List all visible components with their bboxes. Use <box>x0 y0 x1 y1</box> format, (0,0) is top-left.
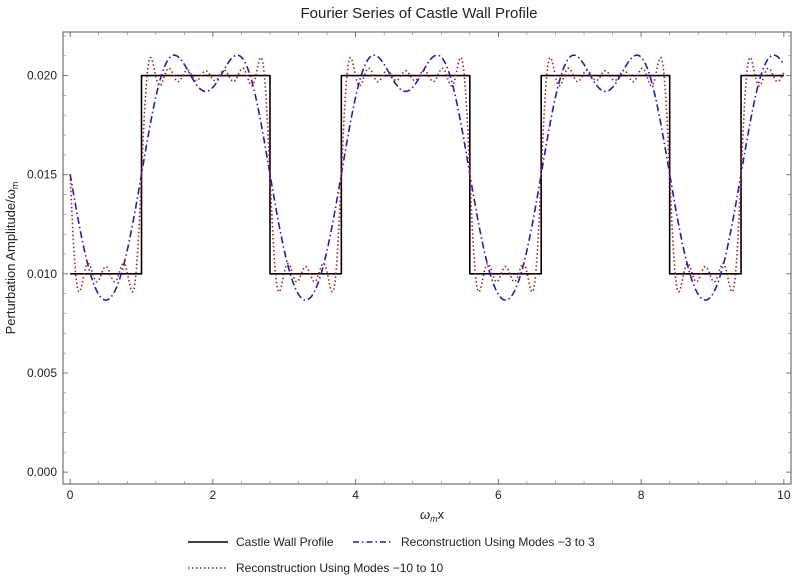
x-tick-label: 8 <box>638 488 645 502</box>
x-tick-label: 4 <box>352 488 359 502</box>
legend: Castle Wall Profile Reconstruction Using… <box>188 535 595 575</box>
legend-item-wall: Castle Wall Profile <box>188 535 334 549</box>
y-tick-label: 0.000 <box>27 465 57 479</box>
x-tick-label: 6 <box>495 488 502 502</box>
axis-ticks <box>63 32 791 484</box>
tick-labels: 0 2 4 6 8 10 0.000 0.005 0.010 0.015 0.020 <box>27 69 791 502</box>
plot-frame <box>62 31 792 485</box>
x-tick-label: 0 <box>67 488 74 502</box>
y-axis-label: Perturbation Amplitude/ωm <box>3 182 20 335</box>
legend-label-modes-3: Reconstruction Using Modes −3 to 3 <box>401 535 595 549</box>
y-tick-label: 0.005 <box>27 366 57 380</box>
legend-label-modes-10: Reconstruction Using Modes −10 to 10 <box>236 561 443 575</box>
series-line-0 <box>70 74 784 275</box>
x-tick-label: 2 <box>210 488 217 502</box>
series-layer <box>69 54 785 301</box>
y-tick-label: 0.010 <box>27 267 57 281</box>
series-line-1 <box>69 54 785 301</box>
legend-label-wall: Castle Wall Profile <box>236 535 334 549</box>
legend-item-modes-10: Reconstruction Using Modes −10 to 10 <box>188 561 443 575</box>
chart-title: Fourier Series of Castle Wall Profile <box>300 5 537 22</box>
x-tick-label: 10 <box>777 488 791 502</box>
y-tick-label: 0.020 <box>27 69 57 83</box>
x-axis-label: ωmx <box>420 507 445 524</box>
series-line-2 <box>69 56 785 293</box>
y-tick-label: 0.015 <box>27 168 57 182</box>
legend-item-modes-3: Reconstruction Using Modes −3 to 3 <box>353 535 595 549</box>
